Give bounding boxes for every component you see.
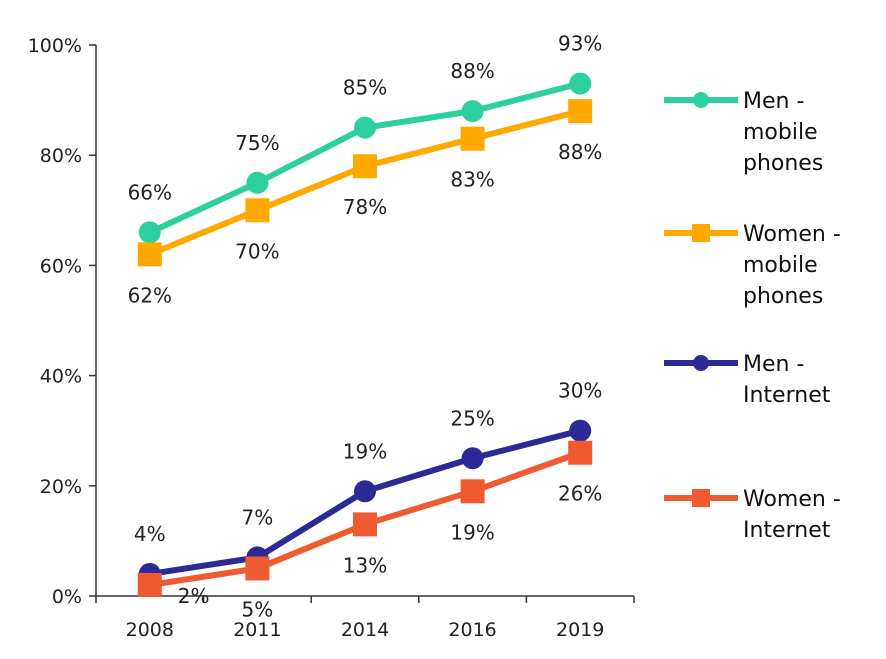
- data-label: 75%: [235, 131, 279, 155]
- chart-axes: 0% 20% 40% 60% 80% 100% 2008 2011 2014 2016 2019: [28, 35, 635, 641]
- legend-marker: [692, 489, 710, 507]
- data-point: [354, 116, 376, 139]
- data-point: [245, 198, 270, 223]
- data-point: [569, 419, 592, 442]
- chart-series: [137, 72, 593, 597]
- x-tick-label: 2016: [448, 619, 496, 641]
- series-3: [137, 440, 593, 597]
- data-point: [568, 99, 593, 124]
- legend-label-line: Men -: [743, 89, 804, 114]
- series-2: [138, 419, 592, 585]
- legend-label-line: phones: [743, 151, 823, 176]
- data-point: [460, 479, 485, 504]
- y-tick-label: 20%: [40, 476, 82, 498]
- x-tick-label: 2011: [233, 619, 281, 641]
- data-point: [245, 556, 270, 581]
- legend-label-line: Men -: [743, 352, 804, 377]
- data-label: 26%: [558, 482, 602, 506]
- legend-label-line: mobile: [743, 120, 818, 145]
- y-tick-label: 100%: [28, 35, 82, 57]
- data-label: 88%: [450, 59, 494, 83]
- data-label: 30%: [558, 379, 602, 403]
- legend-label: Women - mobile phones: [743, 222, 841, 309]
- legend-label: Men - mobile phones: [743, 89, 823, 176]
- data-label: 19%: [343, 439, 387, 463]
- data-point: [137, 572, 162, 597]
- legend-marker: [693, 92, 709, 108]
- x-tick-label: 2014: [341, 619, 389, 641]
- y-tick-label: 40%: [40, 366, 82, 388]
- data-point: [569, 72, 592, 95]
- data-label: 88%: [558, 140, 602, 164]
- data-label: 25%: [450, 406, 494, 430]
- data-label: 13%: [343, 553, 387, 577]
- series-0: [138, 72, 592, 244]
- data-label: 7%: [242, 505, 274, 529]
- data-label: 78%: [343, 195, 387, 219]
- legend-marker: [692, 224, 710, 242]
- legend-marker: [693, 355, 709, 371]
- y-tick-label: 60%: [40, 255, 82, 277]
- data-labels: 66% 75% 85% 88% 93% 62% 70% 78% 83% 88% 4% 7% 19% 25%…: [128, 32, 603, 622]
- data-label: 2%: [178, 584, 210, 608]
- data-point: [246, 171, 269, 194]
- data-point: [138, 221, 161, 244]
- legend-item: Men - Internet: [664, 352, 831, 408]
- series-1: [137, 99, 593, 267]
- data-label: 66%: [128, 180, 172, 204]
- legend-label-line: mobile: [743, 253, 818, 278]
- x-tick-label: 2008: [126, 619, 174, 641]
- legend-label-line: phones: [743, 284, 823, 309]
- data-point: [461, 447, 484, 470]
- legend-label-line: Internet: [743, 518, 831, 543]
- x-tick-label: 2019: [556, 619, 604, 641]
- data-point: [353, 154, 377, 179]
- data-label: 19%: [450, 520, 494, 544]
- data-label: 70%: [235, 239, 279, 263]
- data-label: 93%: [558, 32, 602, 56]
- legend-item: Men - mobile phones: [664, 89, 823, 176]
- data-point: [354, 480, 376, 503]
- legend-label-line: Women -: [743, 222, 841, 247]
- legend-item: Women - Internet: [664, 487, 841, 543]
- data-label: 85%: [343, 76, 387, 100]
- data-label: 5%: [242, 597, 274, 621]
- legend-label: Men - Internet: [743, 352, 831, 408]
- legend-label-line: Internet: [743, 383, 831, 408]
- data-point: [137, 242, 162, 267]
- data-point: [353, 512, 377, 537]
- data-label: 62%: [128, 283, 172, 307]
- legend-label-line: Women -: [743, 487, 841, 512]
- data-label: 4%: [134, 522, 166, 546]
- data-point: [460, 126, 485, 151]
- data-point: [461, 100, 484, 123]
- legend-label: Women - Internet: [743, 487, 841, 543]
- data-point: [568, 440, 593, 465]
- y-tick-label: 80%: [40, 145, 82, 167]
- y-tick-label: 0%: [52, 586, 82, 608]
- legend-item: Women - mobile phones: [664, 222, 841, 309]
- data-label: 83%: [450, 168, 494, 192]
